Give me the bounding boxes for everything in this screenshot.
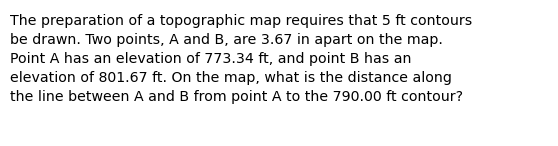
Text: The preparation of a topographic map requires that 5 ft contours
be drawn. Two p: The preparation of a topographic map req… xyxy=(10,14,472,104)
